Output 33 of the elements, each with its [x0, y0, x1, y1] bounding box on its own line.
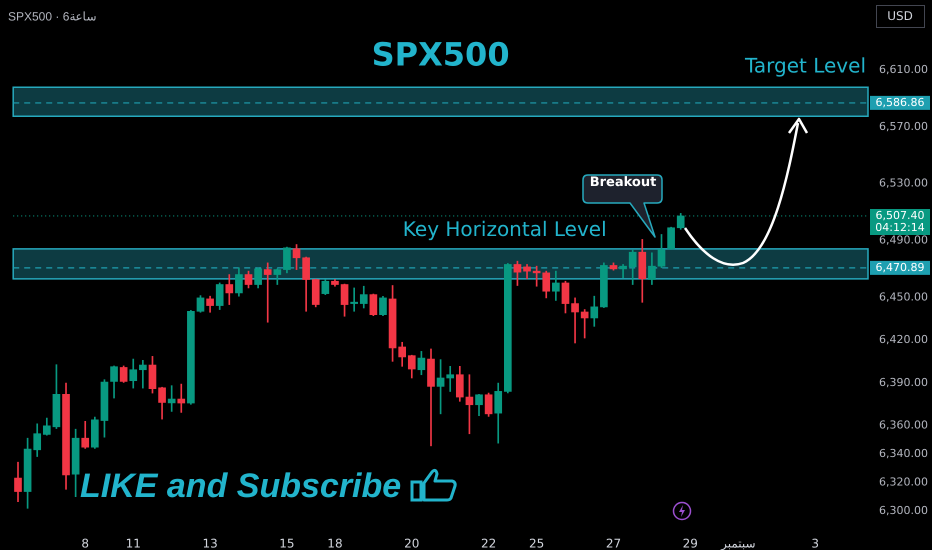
x-tick-label: 20	[404, 536, 420, 550]
y-tick-label: 6,320.00	[879, 475, 928, 488]
ref-line-label: 6,470.89	[876, 260, 924, 274]
annotation: LIKE and Subscribe	[80, 467, 402, 505]
x-tick-label: 25	[529, 536, 544, 550]
band-label: Target Level	[744, 53, 866, 78]
x-tick-label: 13	[202, 536, 218, 550]
text: USD	[887, 9, 913, 24]
band-label: Key Horizontal Level	[402, 217, 607, 242]
x-tick-label: 27	[606, 536, 622, 550]
y-tick-label: 6,490.00	[879, 234, 928, 247]
x-tick-label: 8	[81, 536, 90, 550]
x-tick-label: سبتمبر	[720, 536, 756, 550]
x-tick-label: 22	[480, 536, 496, 550]
y-tick-label: 6,570.00	[879, 120, 928, 133]
chart-title: SPX500	[372, 35, 510, 74]
y-tick-label: 6,450.00	[879, 290, 928, 304]
y-tick-label: 6,390.00	[879, 376, 928, 389]
y-tick-label: 6,340.00	[879, 446, 928, 460]
y-tick-label: 6,420.00	[879, 333, 928, 346]
y-tick-label: 6,300.00	[879, 504, 928, 517]
ref-line-label: 6,507.40 04:12:14	[875, 208, 925, 234]
ref-line-label: 6,586.86	[876, 96, 924, 109]
y-tick-label: 6,360.00	[879, 418, 928, 432]
x-tick-label: 11	[126, 536, 141, 550]
chart-subtitle: SPX500 · 6ساعة	[8, 9, 96, 24]
annotation: Breakout	[588, 175, 658, 192]
x-tick-label: 3	[811, 536, 819, 550]
x-tick-label: 18	[327, 536, 343, 550]
y-tick-label: 6,530.00	[879, 176, 928, 190]
x-tick-label: 15	[279, 536, 295, 550]
x-tick-label: 29	[682, 536, 698, 550]
y-tick-label: 6,610.00	[879, 62, 928, 76]
